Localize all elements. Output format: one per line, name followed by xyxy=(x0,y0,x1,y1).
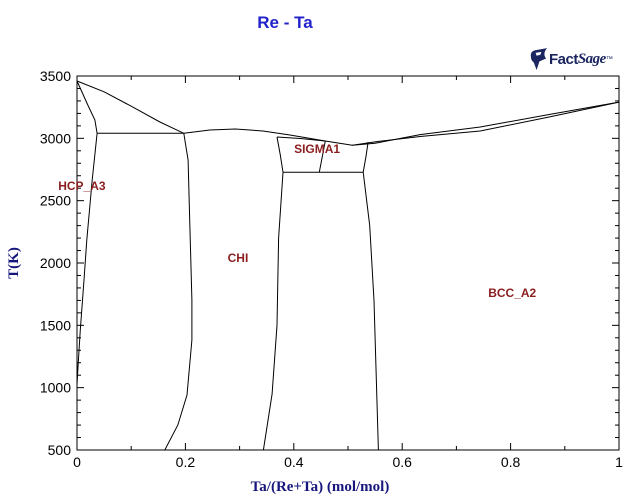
y-tick-label: 1000 xyxy=(40,380,71,396)
logo-text-sage: Sage xyxy=(577,50,607,67)
y-axis-title: T(K) xyxy=(6,247,22,279)
axis-ticks xyxy=(76,75,620,451)
boundary-sigma-upper-boundary xyxy=(276,136,326,142)
boundary-bcc-solidus xyxy=(352,101,620,146)
factsage-logo: Fact Sage ™ xyxy=(529,46,613,72)
phase-label-bcc_a2: BCC_A2 xyxy=(488,286,536,300)
phase-region-labels: HCP_A3 CHI SIGMA1 BCC_A2 xyxy=(58,142,536,300)
boundary-sigma-chi-solvus xyxy=(262,172,284,451)
x-tick-label: 0 xyxy=(73,454,81,470)
x-axis-title: Ta/(Re+Ta) (mol/mol) xyxy=(251,479,390,495)
boundary-hcp-solvus xyxy=(76,133,98,450)
boundary-hcp-solidus xyxy=(76,80,98,134)
x-tick-label: 0.4 xyxy=(284,454,304,470)
factsage-flag-icon xyxy=(530,47,548,70)
x-tick-label: 1 xyxy=(615,454,623,470)
y-tick-labels: 500 1000 1500 2000 2500 3000 3500 xyxy=(40,68,71,458)
boundary-sigma-right-upper xyxy=(362,142,369,173)
phase-label-chi: CHI xyxy=(228,251,249,265)
y-tick-label: 500 xyxy=(48,442,72,458)
phase-label-sigma1: SIGMA1 xyxy=(294,142,340,156)
y-tick-label: 3000 xyxy=(40,130,71,146)
y-tick-label: 1500 xyxy=(40,317,71,333)
boundary-chi-left-boundary xyxy=(164,133,193,451)
logo-trademark: ™ xyxy=(605,55,613,63)
phase-label-hcp_a3: HCP_A3 xyxy=(58,179,106,193)
logo-text-fact: Fact xyxy=(549,50,578,68)
phase-boundaries xyxy=(76,80,620,451)
y-tick-label: 2000 xyxy=(40,255,71,271)
plot-area-border xyxy=(76,75,620,451)
y-tick-label: 3500 xyxy=(40,68,71,84)
boundary-main-liquidus xyxy=(183,101,620,146)
boundary-sigma-left-upper xyxy=(276,136,284,173)
boundary-bcc-solvus xyxy=(362,172,379,451)
x-tick-label: 0.6 xyxy=(392,454,412,470)
boundary-liquidus-re-hcp xyxy=(76,80,185,134)
boundary-sigma-congruent-line xyxy=(318,141,326,173)
x-tick-label: 0.8 xyxy=(501,454,521,470)
page-title: Re - Ta xyxy=(257,13,313,32)
x-tick-label: 0.2 xyxy=(176,454,196,470)
y-tick-label: 2500 xyxy=(40,193,71,209)
x-tick-labels: 0 0.2 0.4 0.6 0.8 1 xyxy=(73,454,623,470)
